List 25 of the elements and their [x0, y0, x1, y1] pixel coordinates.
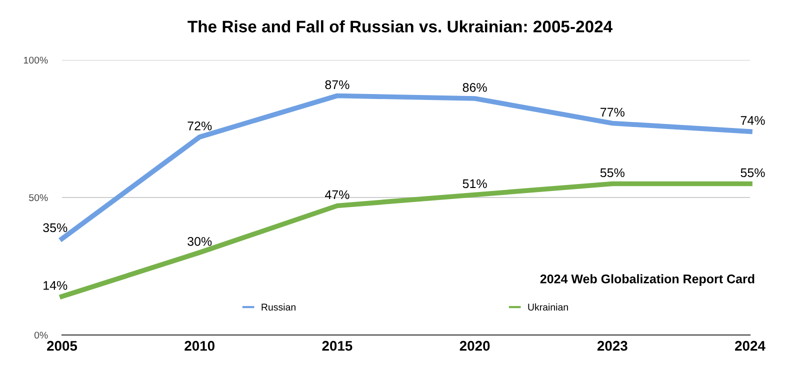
x-tick-label: 2024: [735, 340, 766, 351]
data-label: 55%: [600, 168, 624, 178]
x-tick-label: 2020: [460, 340, 490, 351]
y-tick-label: 100%: [24, 56, 48, 64]
x-tick-label: 2005: [47, 340, 78, 351]
data-label: 47%: [324, 190, 350, 200]
x-tick-label: 2010: [184, 340, 214, 351]
annotation: 2024 Web Globalization Report Card: [540, 274, 754, 286]
data-label: 87%: [325, 80, 350, 90]
legend-label: Russian: [262, 303, 296, 311]
x-tick-label: 2015: [322, 340, 352, 351]
data-label: 74%: [740, 116, 765, 125]
data-label: 55%: [740, 168, 765, 178]
y-tick-label: 0%: [34, 332, 48, 339]
x-tick-label: 2023: [597, 340, 628, 351]
data-label: 72%: [188, 122, 212, 130]
data-label: 14%: [44, 281, 68, 290]
chart-title: The Rise and Fall of Russian vs. Ukrainian: 2005-2024: [188, 20, 613, 32]
legend-label: Ukrainian: [528, 303, 568, 311]
data-label: 86%: [462, 83, 487, 92]
y-tick-label: 50%: [29, 194, 48, 202]
data-label: 35%: [43, 223, 68, 232]
data-label: 77%: [600, 108, 624, 117]
data-label: 30%: [188, 237, 212, 246]
data-label: 51%: [462, 179, 487, 188]
